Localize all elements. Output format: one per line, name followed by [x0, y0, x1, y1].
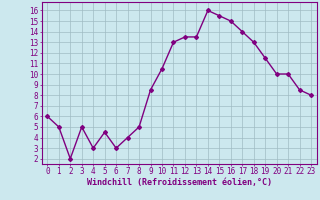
X-axis label: Windchill (Refroidissement éolien,°C): Windchill (Refroidissement éolien,°C): [87, 178, 272, 187]
